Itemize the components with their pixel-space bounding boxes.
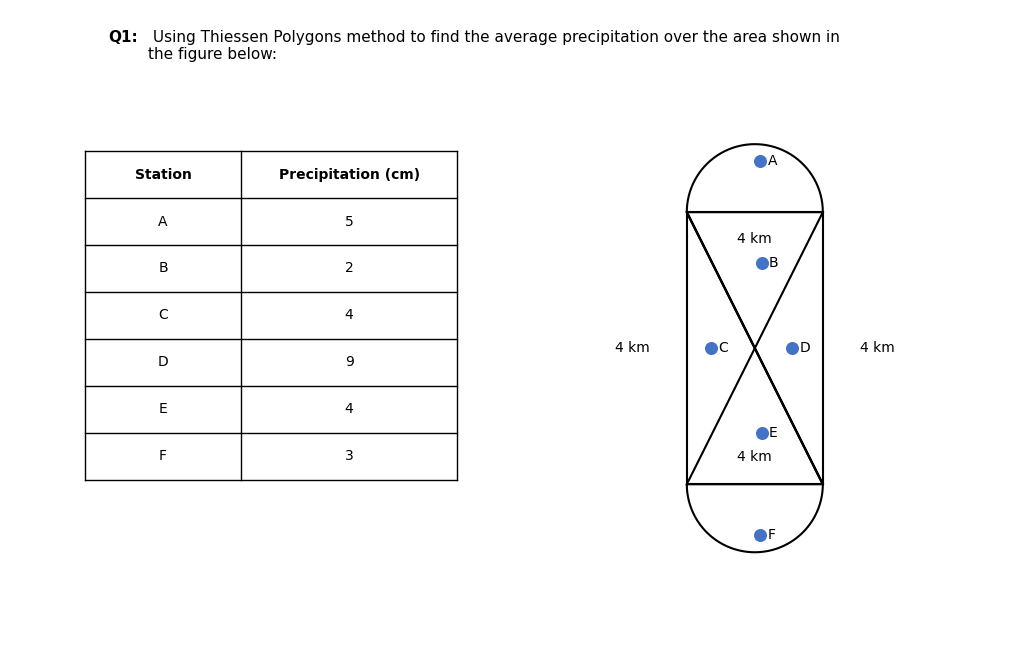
Text: B: B (158, 261, 168, 275)
Point (752, 530, 768, 541)
Text: D: D (799, 341, 811, 355)
Text: Using Thiessen Polygons method to find the average precipitation over the area s: Using Thiessen Polygons method to find t… (148, 30, 840, 62)
Text: Q1:: Q1: (109, 30, 139, 45)
Text: E: E (769, 426, 778, 440)
Text: 4 km: 4 km (860, 341, 894, 355)
Text: 9: 9 (344, 355, 354, 369)
Point (784, 343, 800, 353)
Text: 4 km: 4 km (737, 450, 772, 464)
Text: A: A (767, 154, 777, 168)
Point (754, 258, 770, 269)
Point (754, 428, 770, 438)
Text: F: F (767, 528, 776, 542)
Text: 4 km: 4 km (615, 341, 649, 355)
Text: 3: 3 (344, 449, 354, 463)
Text: 2: 2 (344, 261, 354, 275)
Point (752, 156, 768, 166)
Text: A: A (158, 214, 168, 229)
Text: F: F (159, 449, 166, 463)
Text: C: C (158, 308, 168, 323)
Text: E: E (158, 402, 168, 417)
Text: 4: 4 (344, 308, 354, 323)
Text: Station: Station (134, 168, 191, 181)
Text: 4: 4 (344, 402, 354, 417)
Text: Precipitation (cm): Precipitation (cm) (278, 168, 420, 181)
Text: 5: 5 (344, 214, 354, 229)
Text: C: C (718, 341, 728, 355)
Text: B: B (769, 256, 779, 270)
Text: D: D (157, 355, 169, 369)
Point (702, 343, 719, 353)
Text: 4 km: 4 km (737, 233, 772, 246)
